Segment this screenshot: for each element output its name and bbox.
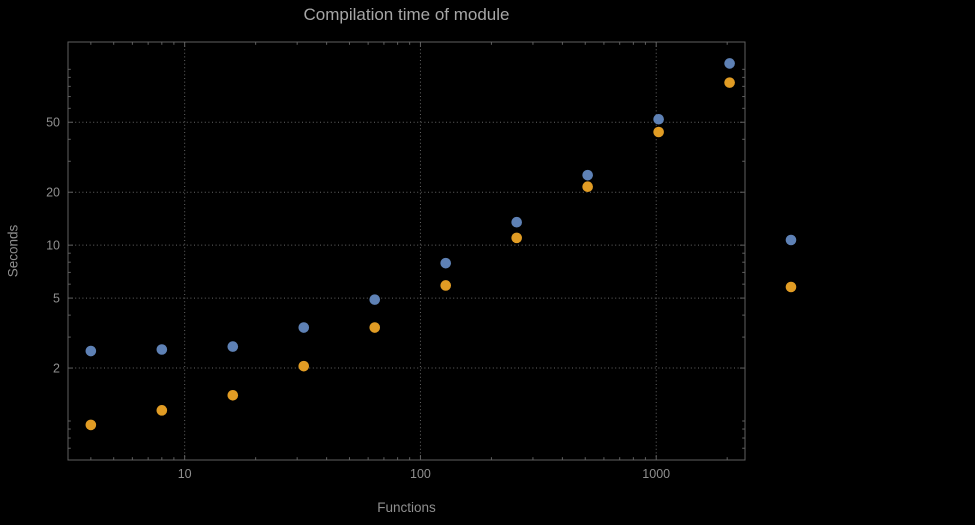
data-point-blue-series bbox=[369, 294, 381, 305]
data-point-orange-series bbox=[724, 77, 735, 88]
data-point-blue-series bbox=[298, 322, 310, 333]
y-tick-label: 5 bbox=[53, 292, 60, 306]
data-point-blue-series bbox=[724, 58, 735, 69]
x-tick-label: 10 bbox=[178, 467, 192, 481]
x-axis-label: Functions bbox=[377, 500, 436, 515]
data-point-blue-series bbox=[511, 216, 522, 228]
data-point-blue-series bbox=[85, 345, 97, 357]
data-point-orange-series bbox=[653, 126, 664, 138]
y-axis-label: Seconds bbox=[5, 224, 21, 278]
data-point-orange-series bbox=[156, 405, 168, 416]
data-point-orange-series bbox=[440, 280, 452, 291]
data-point-blue-series bbox=[227, 341, 239, 352]
data-point-orange-series bbox=[227, 389, 239, 401]
chart-title: Compilation time of module bbox=[303, 5, 510, 24]
legend-marker-2 bbox=[785, 281, 797, 293]
data-point-blue-series bbox=[156, 344, 168, 355]
y-tick-label: 2 bbox=[53, 362, 60, 376]
data-point-blue-series bbox=[440, 257, 452, 269]
x-tick-label: 100 bbox=[410, 467, 431, 481]
data-point-orange-series bbox=[298, 360, 310, 372]
data-point-orange-series bbox=[369, 322, 381, 333]
data-point-blue-series bbox=[582, 169, 593, 181]
plot-frame bbox=[67, 41, 746, 461]
y-tick-label: 10 bbox=[46, 239, 60, 253]
data-point-orange-series bbox=[511, 232, 522, 244]
data-point-orange-series bbox=[582, 181, 593, 192]
data-point-blue-series bbox=[653, 113, 664, 125]
legend-marker-1 bbox=[785, 234, 797, 246]
y-tick-label: 20 bbox=[46, 186, 60, 200]
x-tick-label: 1000 bbox=[642, 467, 670, 481]
y-tick-label: 50 bbox=[46, 116, 60, 130]
data-point-orange-series bbox=[85, 419, 97, 431]
